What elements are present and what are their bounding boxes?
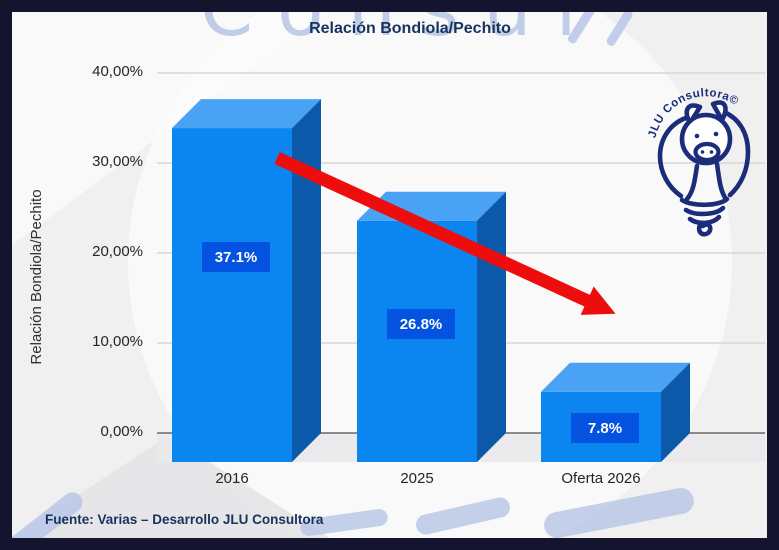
company-logo: JLU Consultora© xyxy=(647,87,751,237)
bar-value-label: 26.8% xyxy=(400,316,443,333)
bar-side-face xyxy=(292,99,321,462)
bar-top-face xyxy=(541,362,690,392)
bar-front-face xyxy=(357,220,477,462)
x-category-label: 2016 xyxy=(215,470,249,487)
y-tick-label: 30,00% xyxy=(92,153,143,170)
trend-arrow xyxy=(274,152,616,315)
y-tick-label: 20,00% xyxy=(92,243,143,260)
y-tick-label: 40,00% xyxy=(92,63,143,80)
bar-front-face xyxy=(172,128,292,462)
y-tick-label: 0,00% xyxy=(100,423,143,440)
bar-value-label: 7.8% xyxy=(588,420,622,437)
x-category-label: Oferta 2026 xyxy=(561,470,641,487)
bar-top-face xyxy=(172,99,321,129)
chart-title: Relación Bondiola/Pechito xyxy=(309,20,511,37)
pig-face-icon xyxy=(679,100,733,166)
chart-stage: Consul Relación Bondiola/Pechito Relació… xyxy=(12,12,767,538)
source-note: Fuente: Varias – Desarrollo JLU Consulto… xyxy=(45,512,324,527)
x-category-label: 2025 xyxy=(400,470,434,487)
bar-value-label: 37.1% xyxy=(215,249,258,266)
chart-canvas: Consul Relación Bondiola/Pechito Relació… xyxy=(12,12,767,538)
bar-value-box xyxy=(571,413,639,443)
bar-side-face xyxy=(477,191,506,463)
bar-value-box xyxy=(387,309,455,339)
bar-value-box xyxy=(202,242,270,272)
bar-side-face xyxy=(661,362,690,462)
lightbulb-icon xyxy=(657,109,751,237)
watermark-floor-wedge xyxy=(12,436,330,538)
watermark-text: Consul xyxy=(200,12,760,53)
plot-area: 37.1% 26.8% 7.8% xyxy=(157,72,765,463)
y-tick-label: 10,00% xyxy=(92,333,143,350)
